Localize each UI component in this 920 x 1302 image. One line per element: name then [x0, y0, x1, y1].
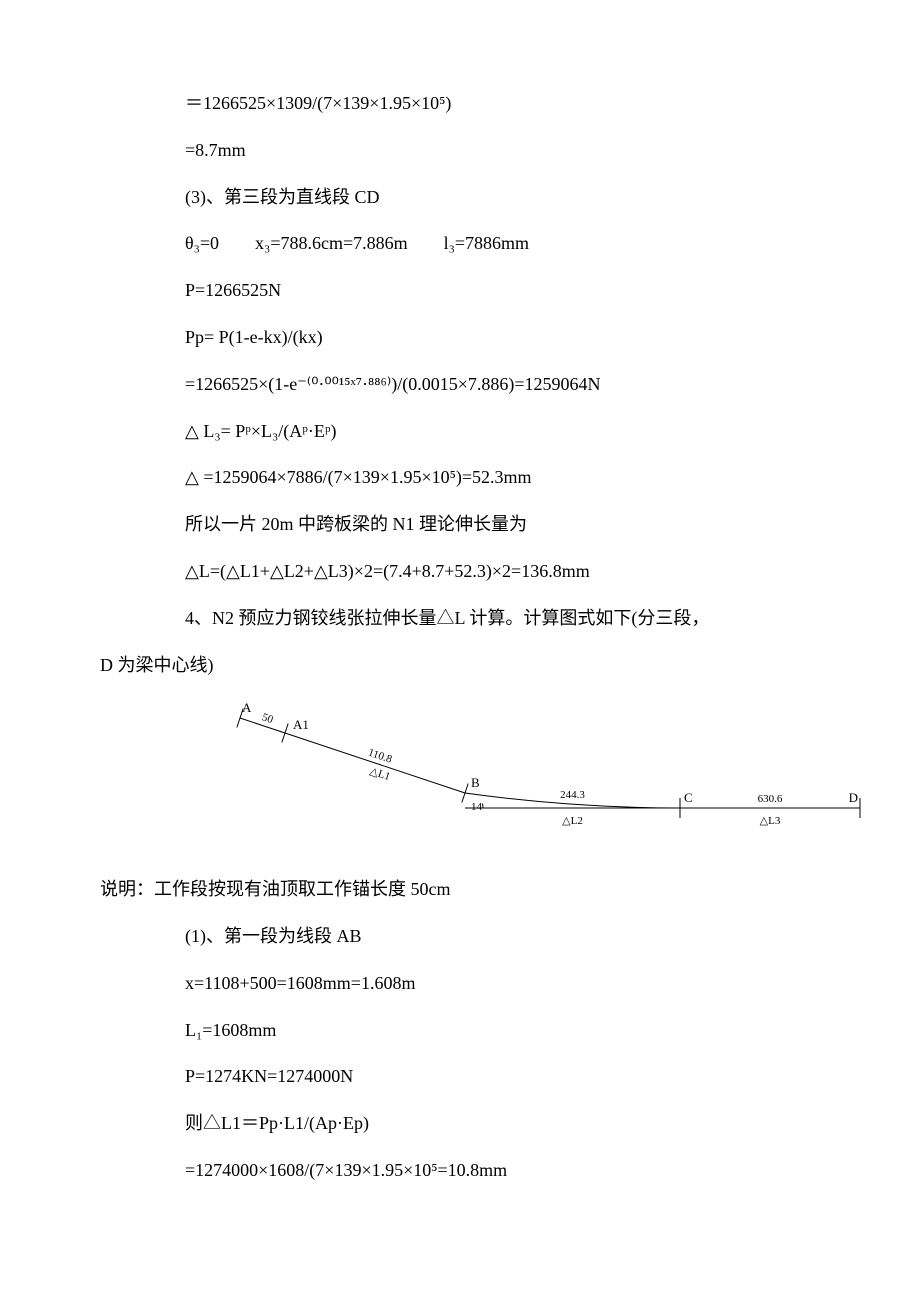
svg-text:D: D	[849, 790, 858, 805]
svg-text:14: 14	[471, 801, 483, 813]
svg-text:630.6: 630.6	[758, 793, 783, 805]
calc-line: θ₃=0 x₃=788.6cm=7.886m l₃=7886mm	[100, 220, 820, 267]
calc-line: D 为梁中心线)	[100, 642, 820, 689]
svg-text:110.8: 110.8	[367, 747, 394, 766]
calc-line: △ =1259064×7886/(7×139×1.95×10⁵)=52.3mm	[100, 454, 820, 501]
calc-line: △ L₃= Pᵖ×L₃/(Aᵖ·Eᵖ)	[100, 408, 820, 455]
svg-text:244.3: 244.3	[560, 789, 585, 801]
calc-line: =8.7mm	[100, 127, 820, 174]
svg-text:△L2: △L2	[562, 815, 583, 827]
svg-text:C: C	[684, 790, 693, 805]
calc-line: Pp= P(1-e-kx)/(kx)	[100, 314, 820, 361]
svg-text:A: A	[242, 700, 252, 715]
calc-line: 则△L1＝Pp·L1/(Ap·Ep)	[100, 1100, 820, 1147]
section-heading: (1)、第一段为线段 AB	[100, 913, 820, 960]
calc-line: ＝1266525×1309/(7×139×1.95×10⁵)	[100, 80, 820, 127]
svg-text:△L3: △L3	[760, 815, 781, 827]
calc-line: P=1274KN=1274000N	[100, 1053, 820, 1100]
svg-text:A1: A1	[293, 717, 309, 732]
calc-line: x=1108+500=1608mm=1.608m	[100, 960, 820, 1007]
note-line: 说明：工作段按现有油顶取工作锚长度 50cm	[100, 866, 820, 913]
svg-text:50: 50	[260, 712, 275, 727]
calc-line: P=1266525N	[100, 267, 820, 314]
calc-line: 所以一片 20m 中跨板梁的 N1 理论伸长量为	[100, 501, 820, 548]
tendon-diagram: AA1BCD50110.8△L114244.3△L2630.6△L3	[180, 698, 820, 856]
calc-line: L₁=1608mm	[100, 1007, 820, 1054]
calc-line: =1266525×(1-e⁻⁽⁰·⁰⁰¹⁵ˣ⁷·⁸⁸⁶⁾)/(0.0015×7.…	[100, 361, 820, 408]
calc-line: =1274000×1608/(7×139×1.95×10⁵=10.8mm	[100, 1147, 820, 1194]
calc-line: △L=(△L1+△L2+△L3)×2=(7.4+8.7+52.3)×2=136.…	[100, 548, 820, 595]
section-heading: 4、N2 预应力钢铰线张拉伸长量△L 计算。计算图式如下(分三段，	[100, 595, 820, 642]
section-heading: (3)、第三段为直线段 CD	[100, 174, 820, 221]
svg-text:B: B	[471, 775, 480, 790]
